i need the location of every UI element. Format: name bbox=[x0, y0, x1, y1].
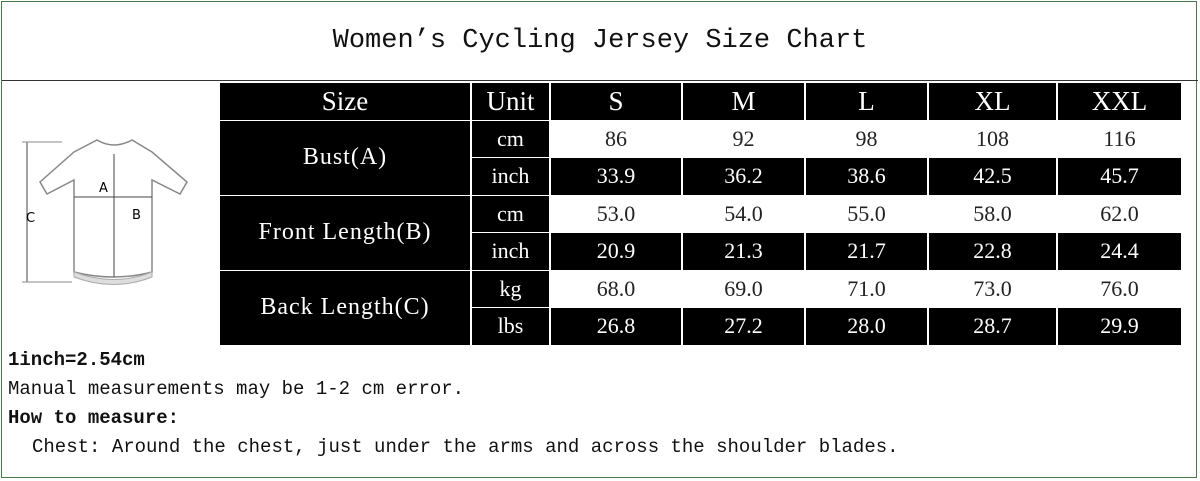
value-cell: 26.8 bbox=[551, 308, 681, 345]
divider bbox=[2, 80, 1198, 81]
column-header: M bbox=[683, 83, 804, 120]
column-header: XXL bbox=[1058, 83, 1181, 120]
label-c: C bbox=[26, 211, 35, 226]
note: 1inch=2.54cm bbox=[8, 349, 145, 371]
unit-cell: inch bbox=[472, 158, 549, 195]
unit-cell: cm bbox=[472, 195, 549, 232]
table-row: lbs 26.8 27.2 28.0 28.7 29.9 bbox=[220, 308, 1181, 345]
measure-label: Bust(A) bbox=[220, 120, 470, 195]
column-header: S bbox=[551, 83, 681, 120]
value-cell: 36.2 bbox=[683, 158, 804, 195]
note: Manual measurements may be 1-2 cm error. bbox=[8, 378, 465, 400]
table-row: Back Length(C) kg 68.0 69.0 71.0 73.0 76.0 bbox=[220, 270, 1181, 345]
value-cell: 69.0 bbox=[683, 270, 804, 307]
value-cell: 21.3 bbox=[683, 233, 804, 270]
value-cell: 20.9 bbox=[551, 233, 681, 270]
column-header: XL bbox=[929, 83, 1056, 120]
value-cell: 62.0 bbox=[1058, 195, 1181, 232]
value-cell: 27.2 bbox=[683, 308, 804, 345]
value-cell: 55.0 bbox=[806, 195, 927, 232]
value-cell: 28.0 bbox=[806, 308, 927, 345]
notes: 1inch=2.54cm Manual measurements may be 1… bbox=[8, 346, 899, 462]
value-cell: 58.0 bbox=[929, 195, 1056, 232]
value-cell: 45.7 bbox=[1058, 158, 1181, 195]
title: Women’s Cycling Jersey Size Chart bbox=[332, 26, 868, 56]
value-cell: 21.7 bbox=[806, 233, 927, 270]
how-to-heading: How to measure: bbox=[8, 407, 180, 429]
table-row: inch 33.9 36.2 38.6 42.5 45.7 bbox=[220, 158, 1181, 195]
unit-cell: cm bbox=[472, 120, 549, 157]
unit-cell: kg bbox=[472, 270, 549, 307]
value-cell: 71.0 bbox=[806, 270, 927, 307]
value-cell: 38.6 bbox=[806, 158, 927, 195]
value-cell: 73.0 bbox=[929, 270, 1056, 307]
label-b: B bbox=[132, 208, 141, 223]
value-cell: 33.9 bbox=[551, 158, 681, 195]
value-cell: 76.0 bbox=[1058, 270, 1181, 307]
value-cell: 53.0 bbox=[551, 195, 681, 232]
measure-label: Front Length(B) bbox=[220, 195, 470, 270]
column-header: Size bbox=[220, 83, 470, 120]
value-cell: 42.5 bbox=[929, 158, 1056, 195]
value-cell: 28.7 bbox=[929, 308, 1056, 345]
table-row: Front Length(B) cm 53.0 54.0 55.0 58.0 62.0 bbox=[220, 195, 1181, 270]
value-cell: 24.4 bbox=[1058, 233, 1181, 270]
value-cell: 98 bbox=[806, 120, 927, 157]
jersey-hem bbox=[73, 271, 153, 285]
column-header: Unit bbox=[472, 83, 549, 120]
label-a: A bbox=[99, 181, 108, 196]
measure-label: Back Length(C) bbox=[220, 270, 470, 345]
value-cell: 108 bbox=[929, 120, 1056, 157]
value-cell: 92 bbox=[683, 120, 804, 157]
value-cell: 68.0 bbox=[551, 270, 681, 307]
value-cell: 116 bbox=[1058, 120, 1181, 157]
value-cell: 86 bbox=[551, 120, 681, 157]
table-row: Bust(A) cm 86 92 98 108 116 bbox=[220, 120, 1181, 195]
value-cell: 22.8 bbox=[929, 233, 1056, 270]
value-cell: 54.0 bbox=[683, 195, 804, 232]
how-to-item: Chest: Around the chest, just under the … bbox=[32, 436, 899, 458]
jersey-diagram: A B C bbox=[22, 139, 188, 285]
unit-cell: inch bbox=[472, 233, 549, 270]
header-row: Size Unit S M L XL XXL bbox=[220, 83, 1181, 120]
value-cell: 29.9 bbox=[1058, 308, 1181, 345]
table-row: inch 20.9 21.3 21.7 22.8 24.4 bbox=[220, 233, 1181, 270]
column-header: L bbox=[806, 83, 927, 120]
size-table: Size Unit S M L XL XXL Bust(A) cm 86 92 98 108 116 inc… bbox=[218, 82, 1183, 346]
unit-cell: lbs bbox=[472, 308, 549, 345]
